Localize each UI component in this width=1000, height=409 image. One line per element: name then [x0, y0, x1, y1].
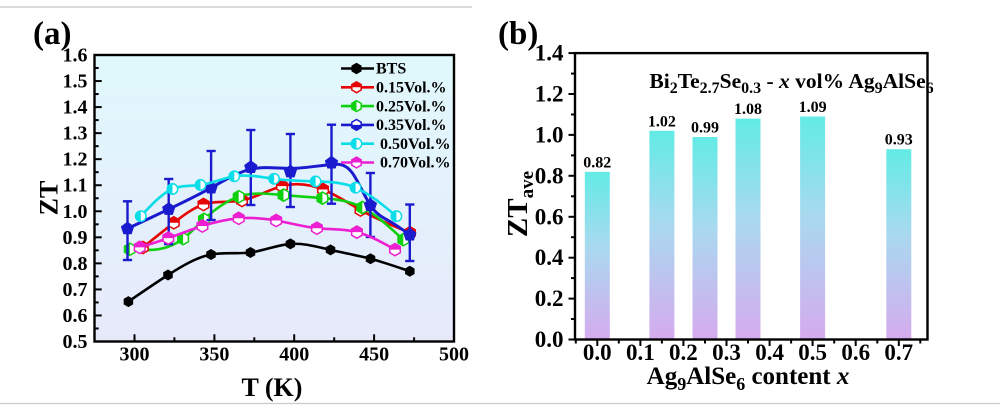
- svg-text:1.09: 1.09: [799, 99, 827, 116]
- svg-text:T (K): T (K): [242, 373, 303, 402]
- svg-text:1.0: 1.0: [63, 201, 88, 223]
- svg-text:500: 500: [439, 344, 469, 366]
- svg-text:1.4: 1.4: [63, 97, 88, 119]
- svg-text:0.82: 0.82: [583, 154, 611, 171]
- svg-text:1.0: 1.0: [535, 122, 564, 147]
- svg-text:0.4: 0.4: [755, 340, 784, 365]
- svg-text:0.93: 0.93: [885, 132, 913, 149]
- svg-text:Ag9AlSe6 content x: Ag9AlSe6 content x: [647, 363, 850, 394]
- svg-text:0.8: 0.8: [535, 163, 564, 188]
- svg-text:0.0: 0.0: [535, 327, 564, 352]
- svg-text:0.15Vol.%: 0.15Vol.%: [376, 80, 447, 97]
- svg-text:300: 300: [120, 344, 150, 366]
- svg-text:400: 400: [279, 344, 309, 366]
- svg-text:(a): (a): [33, 16, 71, 52]
- svg-text:1.08: 1.08: [734, 101, 762, 118]
- svg-text:1.4: 1.4: [535, 41, 564, 66]
- svg-text:0.7: 0.7: [63, 279, 88, 301]
- svg-text:0.25Vol.%: 0.25Vol.%: [376, 98, 447, 115]
- svg-text:ZT: ZT: [35, 181, 64, 216]
- svg-text:350: 350: [199, 344, 229, 366]
- svg-text:0.50Vol.%: 0.50Vol.%: [380, 136, 451, 153]
- svg-text:0.3: 0.3: [712, 340, 741, 365]
- svg-text:0.70Vol.%: 0.70Vol.%: [380, 155, 451, 172]
- svg-text:0.7: 0.7: [884, 340, 913, 365]
- svg-text:0.1: 0.1: [626, 340, 655, 365]
- svg-text:0.6: 0.6: [841, 340, 870, 365]
- svg-text:1.2: 1.2: [63, 149, 88, 171]
- svg-text:0.35Vol.%: 0.35Vol.%: [376, 117, 447, 134]
- svg-text:BTS: BTS: [376, 61, 406, 78]
- svg-text:0.5: 0.5: [63, 331, 88, 353]
- svg-text:1.2: 1.2: [535, 82, 564, 107]
- svg-text:450: 450: [359, 344, 389, 366]
- svg-text:0.2: 0.2: [669, 340, 698, 365]
- svg-text:1.6: 1.6: [63, 45, 88, 67]
- svg-text:1.3: 1.3: [63, 123, 88, 145]
- svg-text:1.02: 1.02: [648, 113, 676, 130]
- svg-text:1.5: 1.5: [63, 71, 88, 93]
- svg-text:0.6: 0.6: [63, 305, 88, 327]
- svg-text:0.0: 0.0: [583, 340, 612, 365]
- svg-text:0.6: 0.6: [535, 204, 564, 229]
- svg-text:Bi2Te2.7Se0.3 - x vol% Ag9AlSe: Bi2Te2.7Se0.3 - x vol% Ag9AlSe6: [649, 69, 933, 97]
- svg-text:0.99: 0.99: [691, 120, 719, 137]
- svg-text:0.9: 0.9: [63, 227, 88, 249]
- svg-text:0.8: 0.8: [63, 253, 88, 275]
- svg-text:0.2: 0.2: [535, 286, 564, 311]
- svg-text:1.1: 1.1: [63, 175, 88, 197]
- svg-text:(b): (b): [498, 16, 538, 52]
- svg-text:0.5: 0.5: [798, 340, 827, 365]
- svg-text:0.4: 0.4: [535, 245, 564, 270]
